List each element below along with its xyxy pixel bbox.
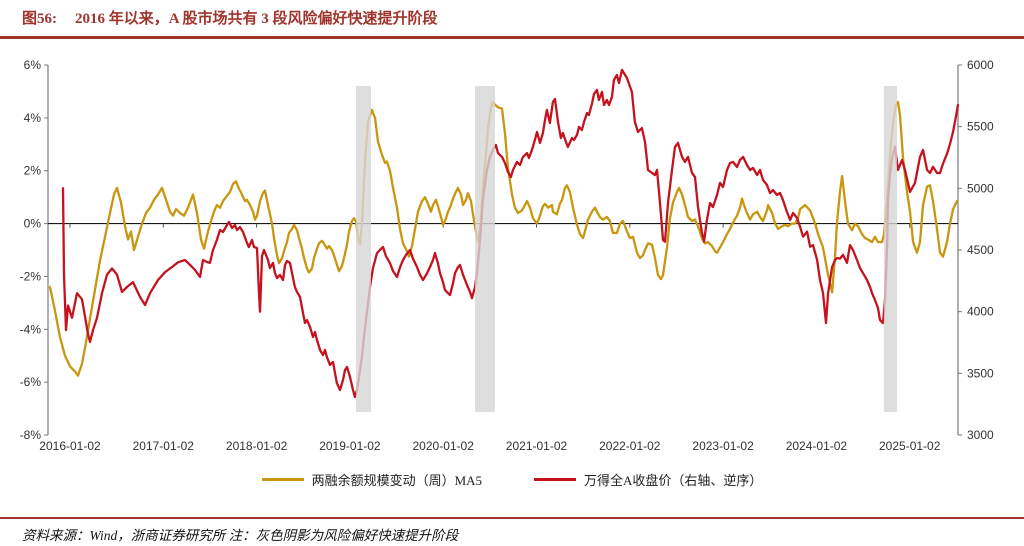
left-axis-tick-label: 6% <box>24 58 42 72</box>
x-axis-tick-label: 2025-01-02 <box>879 439 941 453</box>
footer-divider-rule <box>0 517 1024 519</box>
source-note: 资料来源：Wind，浙商证券研究所 注：灰色阴影为风险偏好快速提升阶段 <box>22 528 459 543</box>
x-axis-tick-label: 2023-01-02 <box>692 439 754 453</box>
left-axis-tick-label: -4% <box>20 322 42 336</box>
legend-item-margin-balance-ma5: 两融余额规模变动（周）MA5 <box>261 470 483 489</box>
legend-item-wind-all-a-close: 万得全A收盘价（右轴、逆序） <box>534 470 762 489</box>
right-axis-tick-label: 5500 <box>967 120 994 134</box>
left-axis-tick-label: 4% <box>24 111 42 125</box>
figure-title-row: 图56: 2016 年以来，A 股市场共有 3 段风险偏好快速提升阶段 <box>22 7 438 28</box>
x-axis-tick-label: 2018-01-02 <box>226 439 288 453</box>
x-axis-tick-label: 2020-01-02 <box>413 439 475 453</box>
figure-title: 2016 年以来，A 股市场共有 3 段风险偏好快速提升阶段 <box>75 11 438 27</box>
x-axis-tick-label: 2016-01-02 <box>39 439 101 453</box>
legend-label: 万得全A收盘价（右轴、逆序） <box>584 473 763 488</box>
figure-number: 图56: <box>22 11 57 27</box>
legend-label: 两融余额规模变动（周）MA5 <box>311 473 483 488</box>
right-axis-tick-label: 5000 <box>967 181 994 195</box>
risk-appetite-band <box>883 86 897 412</box>
right-axis-tick-label: 4500 <box>967 243 994 257</box>
risk-appetite-band <box>475 86 495 412</box>
red-line-swatch <box>534 478 577 481</box>
right-axis-tick-label: 6000 <box>967 58 994 72</box>
margin-balance-line <box>48 100 959 377</box>
chart-legend: 两融余额规模变动（周）MA5 万得全A收盘价（右轴、逆序） <box>0 470 1024 489</box>
right-axis-tick-label: 3500 <box>967 366 994 380</box>
risk-appetite-band <box>356 86 371 412</box>
left-axis-tick-label: -2% <box>20 269 42 283</box>
x-axis-tick-label: 2021-01-02 <box>506 439 568 453</box>
x-axis-tick-label: 2024-01-02 <box>786 439 848 453</box>
left-axis-tick-label: 2% <box>24 164 42 178</box>
x-axis-tick-label: 2022-01-02 <box>599 439 661 453</box>
wind-all-a-line <box>61 68 960 399</box>
right-axis-tick-label: 4000 <box>967 305 994 319</box>
left-axis-tick-label: -8% <box>20 428 42 442</box>
gold-line-swatch <box>261 478 304 481</box>
left-axis-tick-label: -6% <box>20 375 42 389</box>
title-divider-rule <box>0 36 1024 39</box>
x-axis-tick-label: 2017-01-02 <box>133 439 195 453</box>
right-axis-tick-label: 3000 <box>967 428 994 442</box>
risk-preference-chart: 6% 4% 2% 0% -2% -4% -6% -8% 6000 5500 5000 4500 4000… <box>20 58 994 453</box>
x-axis-tick-label: 2019-01-02 <box>319 439 381 453</box>
left-axis-tick-label: 0% <box>24 217 42 231</box>
